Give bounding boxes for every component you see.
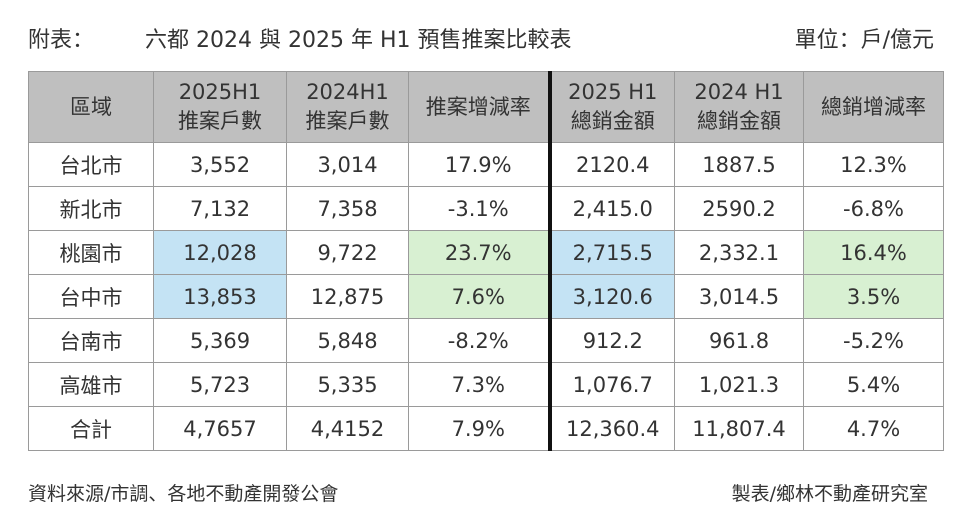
units-change-cell: 23.7% [408, 230, 550, 275]
total-row: 合計 4,7657 4,4152 7.9% 12,360.4 11,807.4 … [28, 406, 944, 451]
region-cell: 台北市 [28, 142, 154, 187]
units-2024-cell: 5,848 [286, 318, 409, 363]
table-row: 台北市 3,552 3,014 17.9% 2120.4 1887.5 12.3… [28, 142, 944, 187]
sales-change-cell: 12.3% [803, 142, 944, 187]
units-2024-cell: 12,875 [286, 274, 409, 319]
units-2025-cell: 4,7657 [153, 406, 287, 451]
units-2025-cell: 3,552 [153, 142, 287, 187]
sales-2024-cell: 2,332.1 [674, 230, 804, 275]
sales-2024-cell: 2590.2 [674, 186, 804, 231]
units-2025-cell: 5,369 [153, 318, 287, 363]
unit-label: 單位：戶/億元 [794, 28, 934, 53]
table-row: 台南市 5,369 5,848 -8.2% 912.2 961.8 -5.2% [28, 318, 944, 363]
sales-2025-cell: 12,360.4 [547, 406, 675, 451]
header-text: 推案戶數 [305, 109, 390, 133]
header-text: 總銷增減率 [821, 94, 926, 119]
footer: 資料來源/市調、各地不動產開發公會 製表/鄉林不動產研究室 [28, 479, 928, 509]
units-2024-cell: 5,335 [286, 362, 409, 407]
sales-change-cell: 3.5% [803, 274, 944, 319]
units-change-cell: 7.9% [408, 406, 550, 451]
header-2025-units: 2025H1 推案戶數 [153, 71, 287, 143]
units-2025-cell: 12,028 [153, 230, 287, 275]
header-text: 總銷金額 [697, 109, 781, 133]
table-row: 桃園市 12,028 9,722 23.7% 2,715.5 2,332.1 1… [28, 230, 944, 275]
region-cell: 桃園市 [28, 230, 154, 275]
sales-change-cell: -5.2% [803, 318, 944, 363]
header-2024-units: 2024H1 推案戶數 [286, 71, 409, 143]
header-text: 2025 H1 [568, 80, 658, 104]
sales-change-cell: 5.4% [803, 362, 944, 407]
header-text: 2024H1 [306, 80, 389, 104]
header-text: 區域 [70, 94, 112, 119]
region-cell: 合計 [28, 406, 154, 451]
sales-2025-cell: 3,120.6 [547, 274, 675, 319]
header-text: 2024 H1 [694, 80, 784, 104]
header-text: 推案增減率 [425, 94, 531, 119]
units-change-cell: -8.2% [408, 318, 550, 363]
sales-2024-cell: 1887.5 [674, 142, 804, 187]
region-cell: 高雄市 [28, 362, 154, 407]
sales-2025-cell: 2,415.0 [547, 186, 675, 231]
sales-2025-cell: 2120.4 [547, 142, 675, 187]
source-note: 資料來源/市調、各地不動產開發公會 [28, 483, 339, 505]
table-row: 高雄市 5,723 5,335 7.3% 1,076.7 1,021.3 5.4… [28, 362, 944, 407]
table-row: 台中市 13,853 12,875 7.6% 3,120.6 3,014.5 3… [28, 274, 944, 319]
region-cell: 台中市 [28, 274, 154, 319]
sales-2024-cell: 3,014.5 [674, 274, 804, 319]
sales-2025-cell: 2,715.5 [547, 230, 675, 275]
region-cell: 新北市 [28, 186, 154, 231]
header-text: 2025H1 [178, 80, 262, 104]
units-change-cell: 7.3% [408, 362, 550, 407]
maker-note: 製表/鄉林不動產研究室 [731, 483, 928, 505]
sales-2025-cell: 1,076.7 [547, 362, 675, 407]
sales-2025-cell: 912.2 [547, 318, 675, 363]
units-2024-cell: 4,4152 [286, 406, 409, 451]
units-change-cell: 7.6% [408, 274, 550, 319]
region-cell: 台南市 [28, 318, 154, 363]
units-2024-cell: 3,014 [286, 142, 409, 187]
header-text: 推案戶數 [178, 109, 262, 133]
sales-change-cell: 4.7% [803, 406, 944, 451]
table-title: 六都 2024 與 2025 年 H1 預售推案比較表 [145, 28, 572, 53]
units-2024-cell: 9,722 [286, 230, 409, 275]
units-2025-cell: 7,132 [153, 186, 287, 231]
comparison-table: 區域 2025H1 推案戶數 2024H1 推案戶數 推案增減率 2025 H1 總銷… [28, 71, 944, 451]
title-row: 附表： 六都 2024 與 2025 年 H1 預售推案比較表 單位：戶/億元 [28, 18, 934, 54]
units-change-cell: 17.9% [408, 142, 550, 187]
sales-2024-cell: 1,021.3 [674, 362, 804, 407]
header-sales-change: 總銷增減率 [803, 71, 944, 143]
header-text: 總銷金額 [570, 109, 655, 133]
sales-2024-cell: 11,807.4 [674, 406, 804, 451]
units-change-cell: -3.1% [408, 186, 550, 231]
sales-change-cell: -6.8% [803, 186, 944, 231]
units-2025-cell: 13,853 [153, 274, 287, 319]
sales-2024-cell: 961.8 [674, 318, 804, 363]
header-row: 區域 2025H1 推案戶數 2024H1 推案戶數 推案增減率 2025 H1 總銷… [28, 71, 944, 143]
title-prefix: 附表： [28, 28, 95, 53]
header-region: 區域 [28, 71, 154, 143]
header-2025-sales: 2025 H1 總銷金額 [547, 71, 675, 143]
units-2024-cell: 7,358 [286, 186, 409, 231]
units-2025-cell: 5,723 [153, 362, 287, 407]
header-2024-sales: 2024 H1 總銷金額 [674, 71, 804, 143]
header-units-change: 推案增減率 [408, 71, 550, 143]
table-row: 新北市 7,132 7,358 -3.1% 2,415.0 2590.2 -6.… [28, 186, 944, 231]
sales-change-cell: 16.4% [803, 230, 944, 275]
